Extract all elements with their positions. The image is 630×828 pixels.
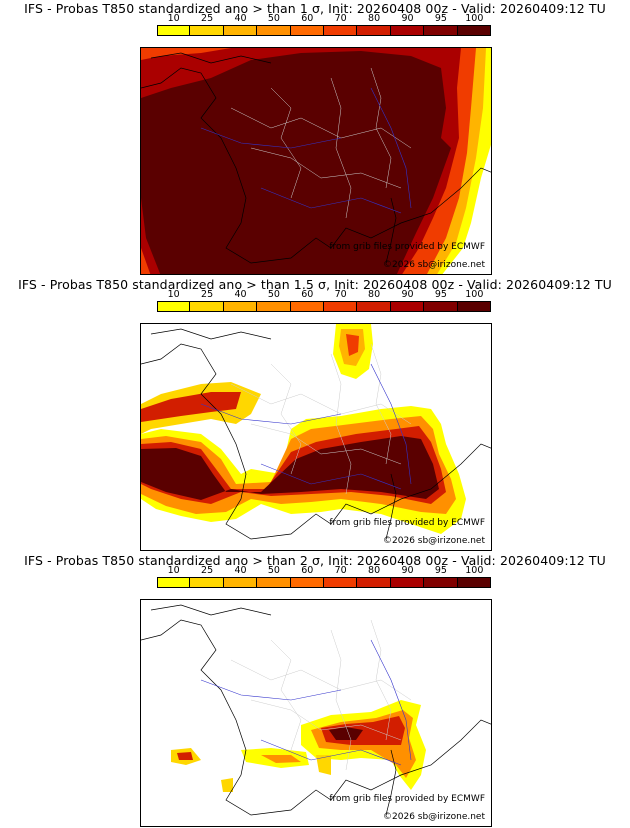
colorbar-tick-label: 95	[434, 13, 447, 24]
coastlines	[141, 52, 491, 264]
probability-map: from grib files provided by ECMWF ©2026 …	[140, 323, 492, 551]
colorbar-tick-label: 10	[167, 565, 180, 576]
map-canvas	[141, 324, 491, 540]
copyright-credit: ©2026 sb@irizone.net	[383, 260, 485, 270]
colorbar-tick-label: 60	[301, 13, 314, 24]
colorbar-swatch	[290, 25, 324, 36]
rivers	[200, 87, 412, 214]
probability-map: from grib files provided by ECMWF ©2026 …	[140, 47, 492, 275]
colorbar-tick-label: 10	[167, 289, 180, 300]
colorbar-labels: 10 25 40 50 60 70 80 90 95 100	[157, 13, 491, 25]
colorbar-tick-label: 50	[267, 565, 280, 576]
colorbar-tick-label: 25	[201, 565, 214, 576]
colorbar-tick-label: 100	[465, 13, 484, 24]
colorbar-swatch	[190, 577, 224, 588]
colorbar-swatch	[390, 577, 425, 588]
colorbar-swatch	[290, 301, 324, 312]
colorbar-swatch	[223, 25, 258, 36]
rivers	[200, 363, 412, 490]
colorbar-labels: 10 25 40 50 60 70 80 90 95 100	[157, 289, 491, 301]
colorbar-tick-label: 40	[234, 565, 247, 576]
colorbar-frame	[157, 25, 491, 36]
copyright-credit: ©2026 sb@irizone.net	[383, 536, 485, 546]
panel-title: IFS - Probas T850 standardized ano > tha…	[18, 277, 612, 292]
colorbar-tick-label: 80	[368, 289, 381, 300]
colorbar-swatch	[190, 25, 224, 36]
colorbar-tick-label: 80	[368, 565, 381, 576]
colorbar-tick-label: 100	[465, 565, 484, 576]
colorbar-tick-label: 10	[167, 13, 180, 24]
coastlines	[141, 328, 491, 540]
colorbar-tick-label: 90	[401, 13, 414, 24]
colorbar-swatch	[324, 25, 358, 36]
data-source-credit: from grib files provided by ECMWF	[329, 242, 485, 252]
colorbar-tick-label: 40	[234, 289, 247, 300]
colorbar-frame	[157, 577, 491, 588]
colorbar-tick-label: 60	[301, 565, 314, 576]
colorbar-swatch	[424, 301, 458, 312]
colorbar-tick-label: 80	[368, 13, 381, 24]
colorbar-tick-label: 90	[401, 565, 414, 576]
colorbar-swatch	[424, 25, 458, 36]
colorbar-labels: 10 25 40 50 60 70 80 90 95 100	[157, 565, 491, 577]
map-panel-3: IFS - Probas T850 standardized ano > tha…	[0, 552, 630, 828]
colorbar-tick-label: 100	[465, 289, 484, 300]
colorbar-tick-label: 50	[267, 13, 280, 24]
panel-title: IFS - Probas T850 standardized ano > tha…	[24, 553, 606, 568]
rivers	[200, 639, 412, 766]
regional-borders	[230, 67, 412, 219]
colorbar-tick-label: 70	[334, 565, 347, 576]
data-source-credit: from grib files provided by ECMWF	[329, 794, 485, 804]
colorbar-swatch	[390, 301, 425, 312]
colorbar-tick-label: 90	[401, 289, 414, 300]
map-canvas	[141, 604, 491, 816]
colorbar-swatch	[257, 25, 291, 36]
map-canvas	[141, 48, 491, 274]
colorbar-swatch	[257, 577, 291, 588]
map-panel-2: IFS - Probas T850 standardized ano > tha…	[0, 276, 630, 552]
colorbar-swatch	[357, 25, 391, 36]
regional-borders	[230, 619, 412, 771]
colorbar-swatch	[257, 301, 291, 312]
colorbar-frame	[157, 301, 491, 312]
panel-title: IFS - Probas T850 standardized ano > tha…	[24, 1, 606, 16]
colorbar	[157, 301, 491, 316]
colorbar-tick-label: 25	[201, 13, 214, 24]
colorbar	[157, 25, 491, 40]
coastlines	[141, 604, 491, 816]
colorbar-tick-label: 50	[267, 289, 280, 300]
regional-borders	[230, 343, 412, 495]
colorbar-swatch	[324, 301, 358, 312]
colorbar-tick-label: 95	[434, 289, 447, 300]
colorbar-swatch	[390, 25, 425, 36]
colorbar-swatch	[223, 577, 258, 588]
colorbar-swatch	[357, 301, 391, 312]
colorbar-tick-label: 70	[334, 289, 347, 300]
copyright-credit: ©2026 sb@irizone.net	[383, 812, 485, 822]
colorbar-swatch	[190, 301, 224, 312]
colorbar-tick-label: 40	[234, 13, 247, 24]
colorbar-tick-label: 95	[434, 565, 447, 576]
colorbar-swatch	[157, 577, 191, 588]
colorbar-swatch	[290, 577, 324, 588]
colorbar-swatch	[157, 25, 191, 36]
colorbar-tick-label: 60	[301, 289, 314, 300]
probability-map: from grib files provided by ECMWF ©2026 …	[140, 599, 492, 827]
colorbar-swatch	[157, 301, 191, 312]
colorbar	[157, 577, 491, 592]
prob-area-100	[141, 51, 451, 274]
data-source-credit: from grib files provided by ECMWF	[329, 518, 485, 528]
colorbar-swatch	[223, 301, 258, 312]
colorbar-swatch	[357, 577, 391, 588]
colorbar-tick-label: 25	[201, 289, 214, 300]
colorbar-tick-label: 70	[334, 13, 347, 24]
colorbar-swatch	[424, 577, 458, 588]
colorbar-swatch	[324, 577, 358, 588]
map-panel-1: IFS - Probas T850 standardized ano > tha…	[0, 0, 630, 276]
